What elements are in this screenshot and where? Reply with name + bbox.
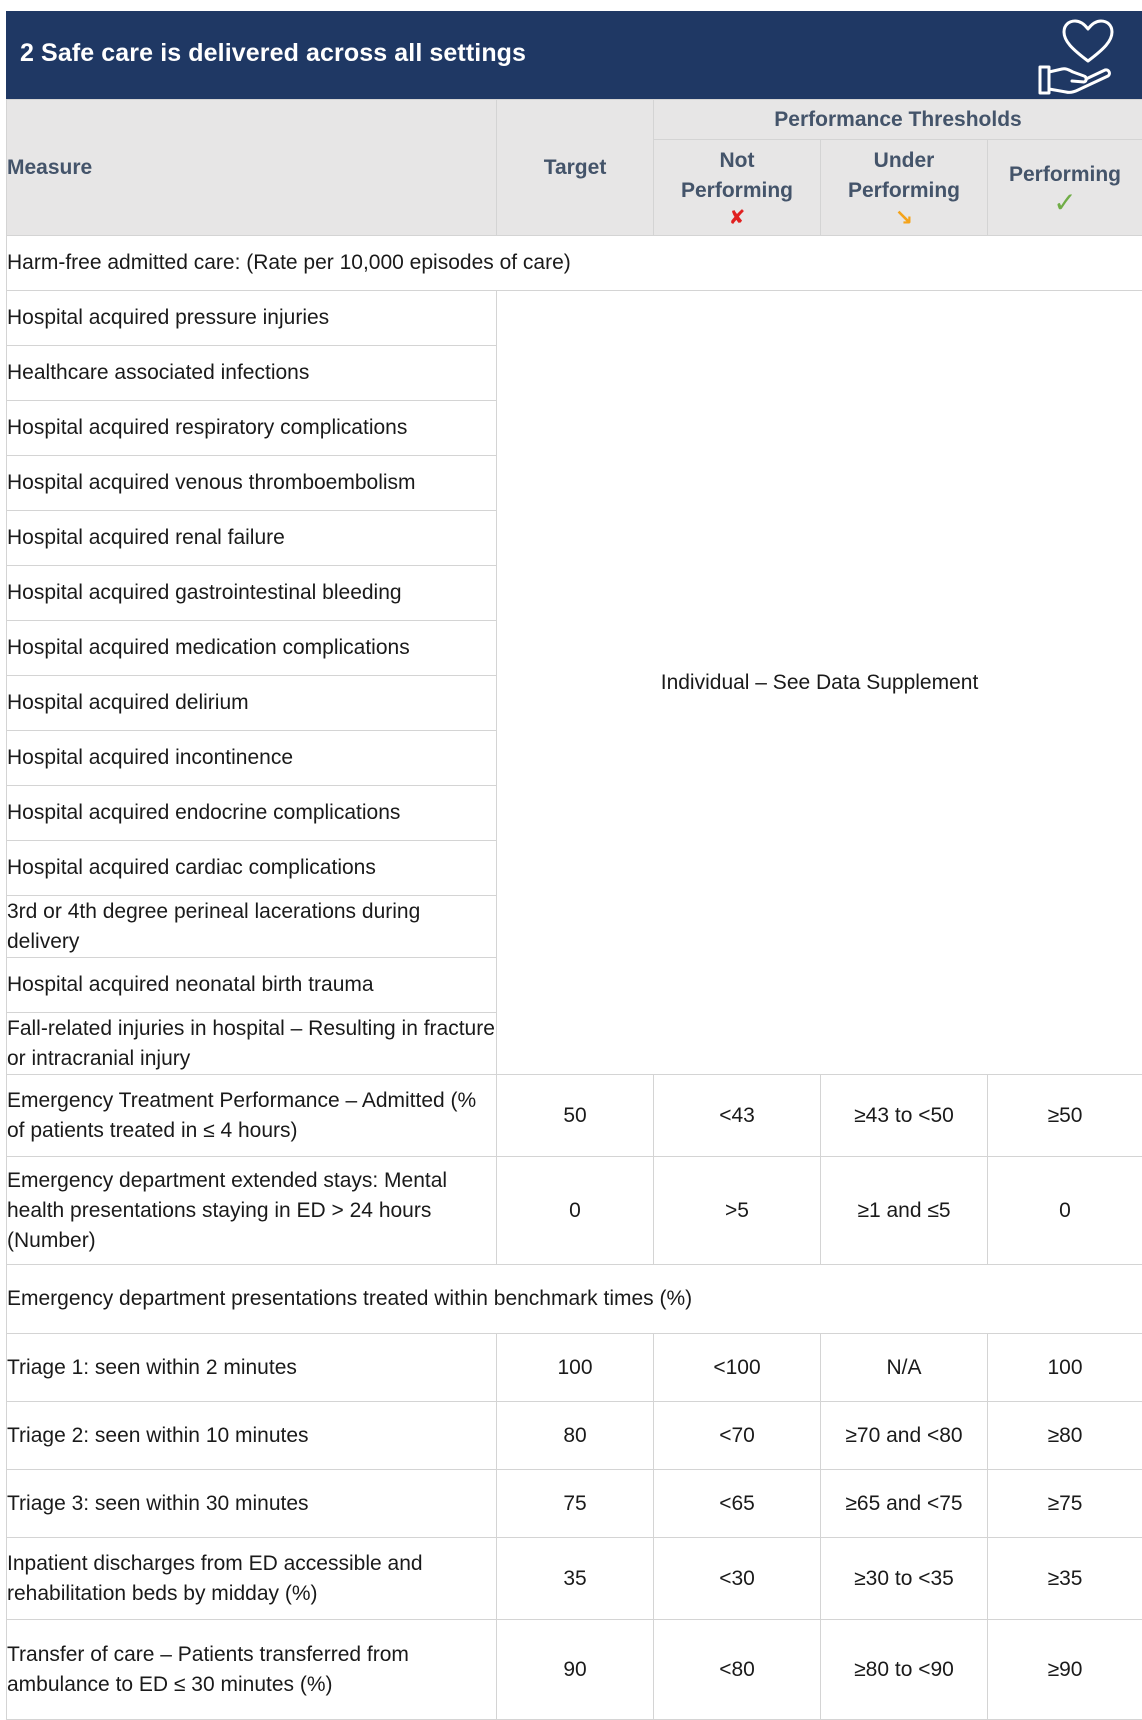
target-cell: 35 [497, 1538, 654, 1620]
measure-cell: Triage 3: seen within 30 minutes [7, 1470, 497, 1538]
table-row: Harm-free admitted care: (Rate per 10,00… [7, 236, 1142, 291]
measure-cell: Hospital acquired renal failure [7, 511, 497, 566]
under-performing-cell: ≥43 to <50 [821, 1075, 988, 1157]
performing-cell: ≥80 [988, 1402, 1142, 1470]
target-cell: 80 [497, 1402, 654, 1470]
section-title: 2 Safe care is delivered across all sett… [20, 39, 526, 68]
table-row: Emergency department extended stays: Men… [7, 1157, 1142, 1265]
measure-cell: Inpatient discharges from ED accessible … [7, 1538, 497, 1620]
measure-cell: Hospital acquired gastrointestinal bleed… [7, 566, 497, 621]
measure-cell: Triage 1: seen within 2 minutes [7, 1334, 497, 1402]
table-row: Triage 1: seen within 2 minutes 100 <100… [7, 1334, 1142, 1402]
harm-free-heading: Harm-free admitted care: (Rate per 10,00… [7, 236, 1142, 291]
not-performing-cell: >5 [654, 1157, 821, 1265]
under-performing-cell: ≥1 and ≤5 [821, 1157, 988, 1265]
individual-data-supplement-cell: Individual – See Data Supplement [497, 291, 1142, 1075]
target-cell: 100 [497, 1334, 654, 1402]
performing-cell: 0 [988, 1157, 1142, 1265]
column-header-under-performing: Under Performing ↘ [821, 140, 988, 236]
measure-cell: Hospital acquired respiratory complicati… [7, 401, 497, 456]
arrow-down-right-icon: ↘ [821, 206, 987, 230]
section-banner: 2 Safe care is delivered across all sett… [6, 11, 1142, 99]
table-row: Triage 2: seen within 10 minutes 80 <70 … [7, 1402, 1142, 1470]
target-cell: 50 [497, 1075, 654, 1157]
under-performing-cell: ≥30 to <35 [821, 1538, 988, 1620]
measure-cell: Hospital acquired incontinence [7, 731, 497, 786]
measure-cell: Hospital acquired endocrine complication… [7, 786, 497, 841]
performing-cell: ≥35 [988, 1538, 1142, 1620]
measure-cell: Emergency department extended stays: Men… [7, 1157, 497, 1265]
table-row: Triage 3: seen within 30 minutes 75 <65 … [7, 1470, 1142, 1538]
under-performing-label-line1: Under [821, 146, 987, 176]
not-performing-label-line2: Performing [654, 176, 820, 206]
measure-cell: Healthcare associated infections [7, 346, 497, 401]
under-performing-cell: ≥65 and <75 [821, 1470, 988, 1538]
column-header-performance-thresholds: Performance Thresholds [654, 100, 1142, 140]
column-header-measure: Measure [7, 100, 497, 236]
measure-cell: Hospital acquired neonatal birth trauma [7, 958, 497, 1013]
measure-cell: Emergency Treatment Performance – Admitt… [7, 1075, 497, 1157]
under-performing-cell: N/A [821, 1334, 988, 1402]
target-cell: 0 [497, 1157, 654, 1265]
cross-icon: ✘ [654, 206, 820, 230]
not-performing-cell: <30 [654, 1538, 821, 1620]
measures-table: Measure Target Performance Thresholds No… [6, 99, 1142, 1720]
not-performing-cell: <70 [654, 1402, 821, 1470]
measure-cell: Hospital acquired cardiac complications [7, 841, 497, 896]
table-row: Emergency department presentations treat… [7, 1265, 1142, 1334]
column-header-not-performing: Not Performing ✘ [654, 140, 821, 236]
under-performing-label-line2: Performing [821, 176, 987, 206]
under-performing-cell: ≥70 and <80 [821, 1402, 988, 1470]
performing-label: Performing [988, 160, 1142, 190]
not-performing-cell: <100 [654, 1334, 821, 1402]
table-row: Hospital acquired pressure injuries Indi… [7, 291, 1142, 346]
measure-cell: Fall-related injuries in hospital – Resu… [7, 1013, 497, 1075]
column-header-performing: Performing ✓ [988, 140, 1142, 236]
column-header-target: Target [497, 100, 654, 236]
target-cell: 75 [497, 1470, 654, 1538]
measure-cell: Hospital acquired medication complicatio… [7, 621, 497, 676]
measure-cell: Transfer of care – Patients transferred … [7, 1620, 497, 1720]
measure-cell: 3rd or 4th degree perineal lacerations d… [7, 896, 497, 958]
table-row: Transfer of care – Patients transferred … [7, 1620, 1142, 1720]
performing-cell: ≥75 [988, 1470, 1142, 1538]
under-performing-cell: ≥80 to <90 [821, 1620, 988, 1720]
performing-cell: 100 [988, 1334, 1142, 1402]
measure-cell: Hospital acquired pressure injuries [7, 291, 497, 346]
target-cell: 90 [497, 1620, 654, 1720]
measure-cell: Hospital acquired venous thromboembolism [7, 456, 497, 511]
checkmark-icon: ✓ [988, 190, 1142, 216]
not-performing-cell: <80 [654, 1620, 821, 1720]
benchmark-heading: Emergency department presentations treat… [7, 1265, 1142, 1334]
performing-cell: ≥90 [988, 1620, 1142, 1720]
table-row: Emergency Treatment Performance – Admitt… [7, 1075, 1142, 1157]
heart-in-hand-icon [1032, 17, 1116, 97]
not-performing-label-line1: Not [654, 146, 820, 176]
measure-cell: Triage 2: seen within 10 minutes [7, 1402, 497, 1470]
not-performing-cell: <65 [654, 1470, 821, 1538]
not-performing-cell: <43 [654, 1075, 821, 1157]
table-row: Inpatient discharges from ED accessible … [7, 1538, 1142, 1620]
performing-cell: ≥50 [988, 1075, 1142, 1157]
measure-cell: Hospital acquired delirium [7, 676, 497, 731]
